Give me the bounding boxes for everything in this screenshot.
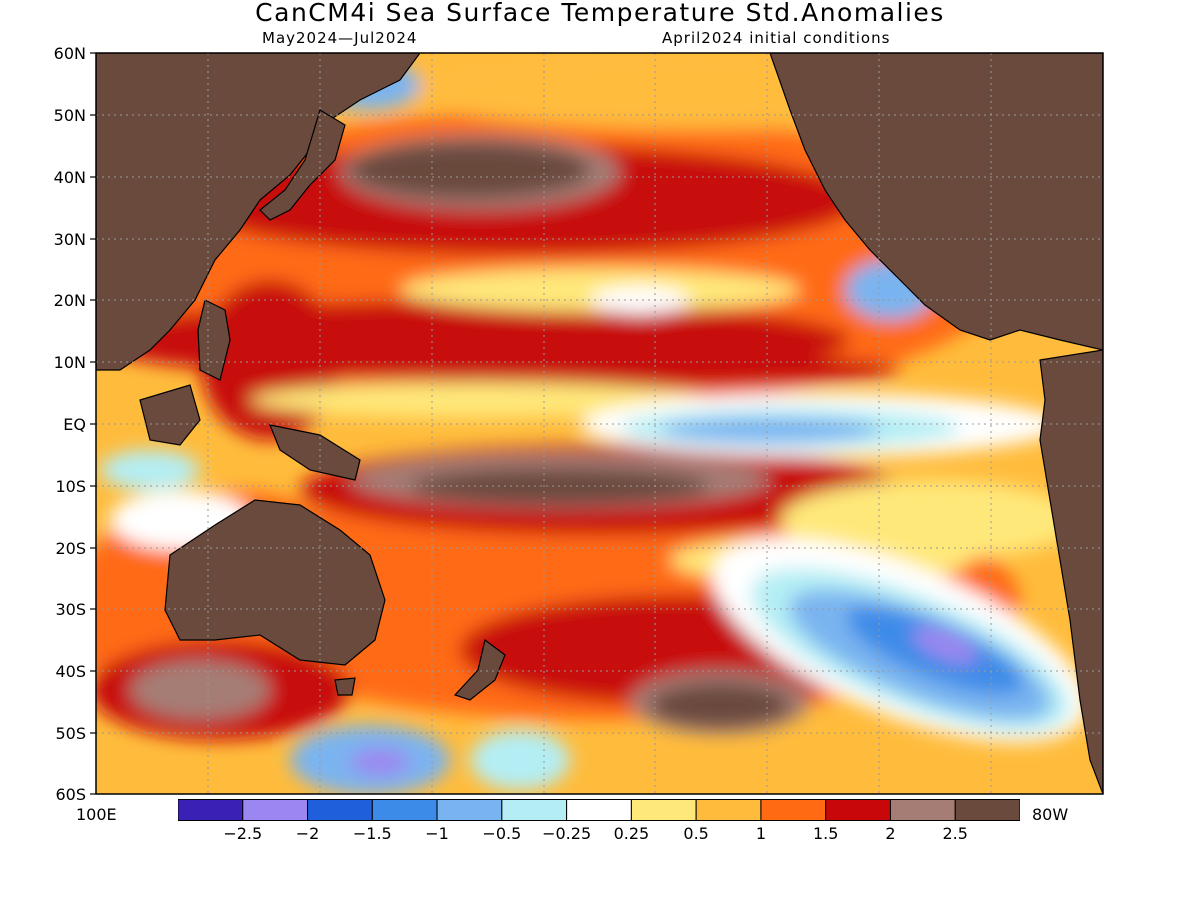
lat-label: 40N [53,168,86,187]
colorbar-tick-label: 2.5 [942,824,968,843]
lon-label-left: 100E [76,805,117,824]
colorbar-swatch [178,799,244,821]
lat-label: 10S [55,477,86,496]
initial-conditions: April2024 initial conditions [662,29,891,47]
colorbar-tick-label: 0.5 [683,824,709,843]
lat-label: 60S [55,785,86,804]
lat-label: 50N [53,106,86,125]
lat-label: 20S [55,539,86,558]
colorbar-swatch [307,799,373,821]
map-title: CanCM4i Sea Surface Temperature Std.Anom… [255,0,945,27]
colorbar-tick-label: 2 [885,824,896,843]
lat-label: 60N [53,44,86,63]
colorbar [178,799,1020,821]
colorbar-swatch [954,799,1020,821]
colorbar-tick-label: −1.5 [352,824,392,843]
lat-label: 10N [53,353,86,372]
colorbar-tick-label: −0.5 [482,824,522,843]
colorbar-tick-label: −2.5 [223,824,263,843]
colorbar-swatch [566,799,632,821]
lat-label: 50S [55,724,86,743]
colorbar-swatch [501,799,568,821]
colorbar-tick-label: −1 [425,824,449,843]
colorbar-tick-label: 1.5 [812,824,839,843]
colorbar-swatch [695,799,762,821]
colorbar-swatch [630,799,697,821]
colorbar-tick-label: −2 [295,824,320,843]
colorbar-swatch [436,799,503,821]
lat-label: 30N [53,230,86,249]
colorbar-swatch [889,799,956,821]
forecast-period: May2024—Jul2024 [262,29,418,47]
land-masses [96,53,1103,794]
colorbar-swatch [242,799,309,821]
colorbar-swatch [825,799,891,821]
lat-label: 30S [55,600,86,619]
colorbar-swatch [371,799,438,821]
colorbar-tick-label: 0.25 [613,824,650,843]
colorbar-swatch [760,799,827,821]
lat-label: EQ [63,415,86,434]
colorbar-tick-label: −0.25 [542,824,592,843]
lat-label: 20N [53,291,86,310]
anomaly-field [96,53,1103,794]
lon-label-right: 80W [1032,805,1069,824]
colorbar-tick-label: 1 [755,824,767,843]
lat-label: 40S [55,662,86,681]
